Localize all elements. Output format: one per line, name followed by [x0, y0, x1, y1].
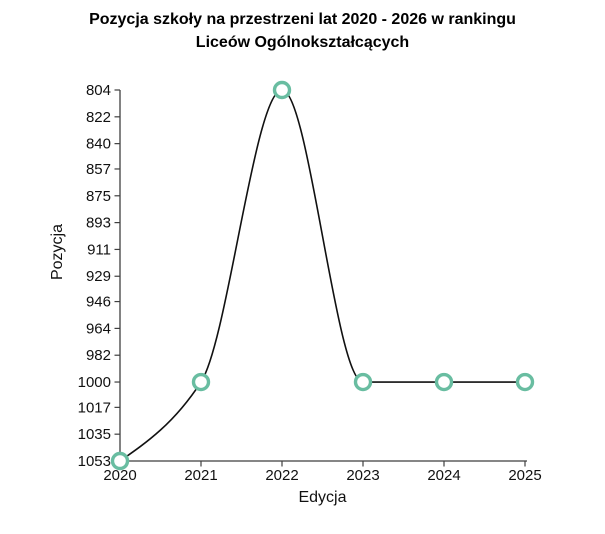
- y-tick-label: 1000: [78, 374, 111, 391]
- y-tick-label: 1035: [78, 426, 111, 443]
- y-tick-label: 1017: [78, 399, 111, 416]
- data-point-marker[interactable]: [272, 80, 292, 100]
- chart-title: Pozycja szkoły na przestrzeni lat 2020 -…: [0, 8, 605, 54]
- x-tick-label: 2023: [346, 467, 379, 484]
- y-tick-label: 1053: [78, 453, 111, 470]
- data-point-marker[interactable]: [515, 372, 535, 392]
- data-point-marker[interactable]: [110, 451, 130, 471]
- chart-title-line-1: Pozycja szkoły na przestrzeni lat 2020 -…: [89, 11, 516, 28]
- data-point-marker[interactable]: [353, 372, 373, 392]
- data-point-marker[interactable]: [191, 372, 211, 392]
- x-tick-label: 2020: [103, 467, 136, 484]
- y-tick-label: 964: [86, 320, 111, 337]
- x-axis-title: Edycja: [298, 489, 346, 506]
- x-tick-label: 2022: [265, 467, 298, 484]
- y-tick-label: 982: [86, 347, 111, 364]
- x-tick-label: 2025: [508, 467, 541, 484]
- series-line: [119, 89, 525, 462]
- y-tick-label: 857: [86, 161, 111, 178]
- y-tick-label: 840: [86, 136, 111, 153]
- y-tick-label: 946: [86, 294, 111, 311]
- y-tick-label: 875: [86, 188, 111, 205]
- x-tick-label: 2024: [427, 467, 460, 484]
- data-point-marker[interactable]: [434, 372, 454, 392]
- y-tick-label: 822: [86, 109, 111, 126]
- y-tick-label: 911: [87, 241, 111, 258]
- x-tick-label: 2021: [184, 467, 217, 484]
- y-tick-label: 929: [86, 268, 111, 285]
- y-axis-title: Pozycja: [49, 224, 66, 280]
- y-tick-label: 804: [86, 82, 111, 99]
- chart-title-line-2: Liceów Ogólnokształcących: [195, 34, 410, 51]
- y-tick-label: 893: [86, 215, 111, 232]
